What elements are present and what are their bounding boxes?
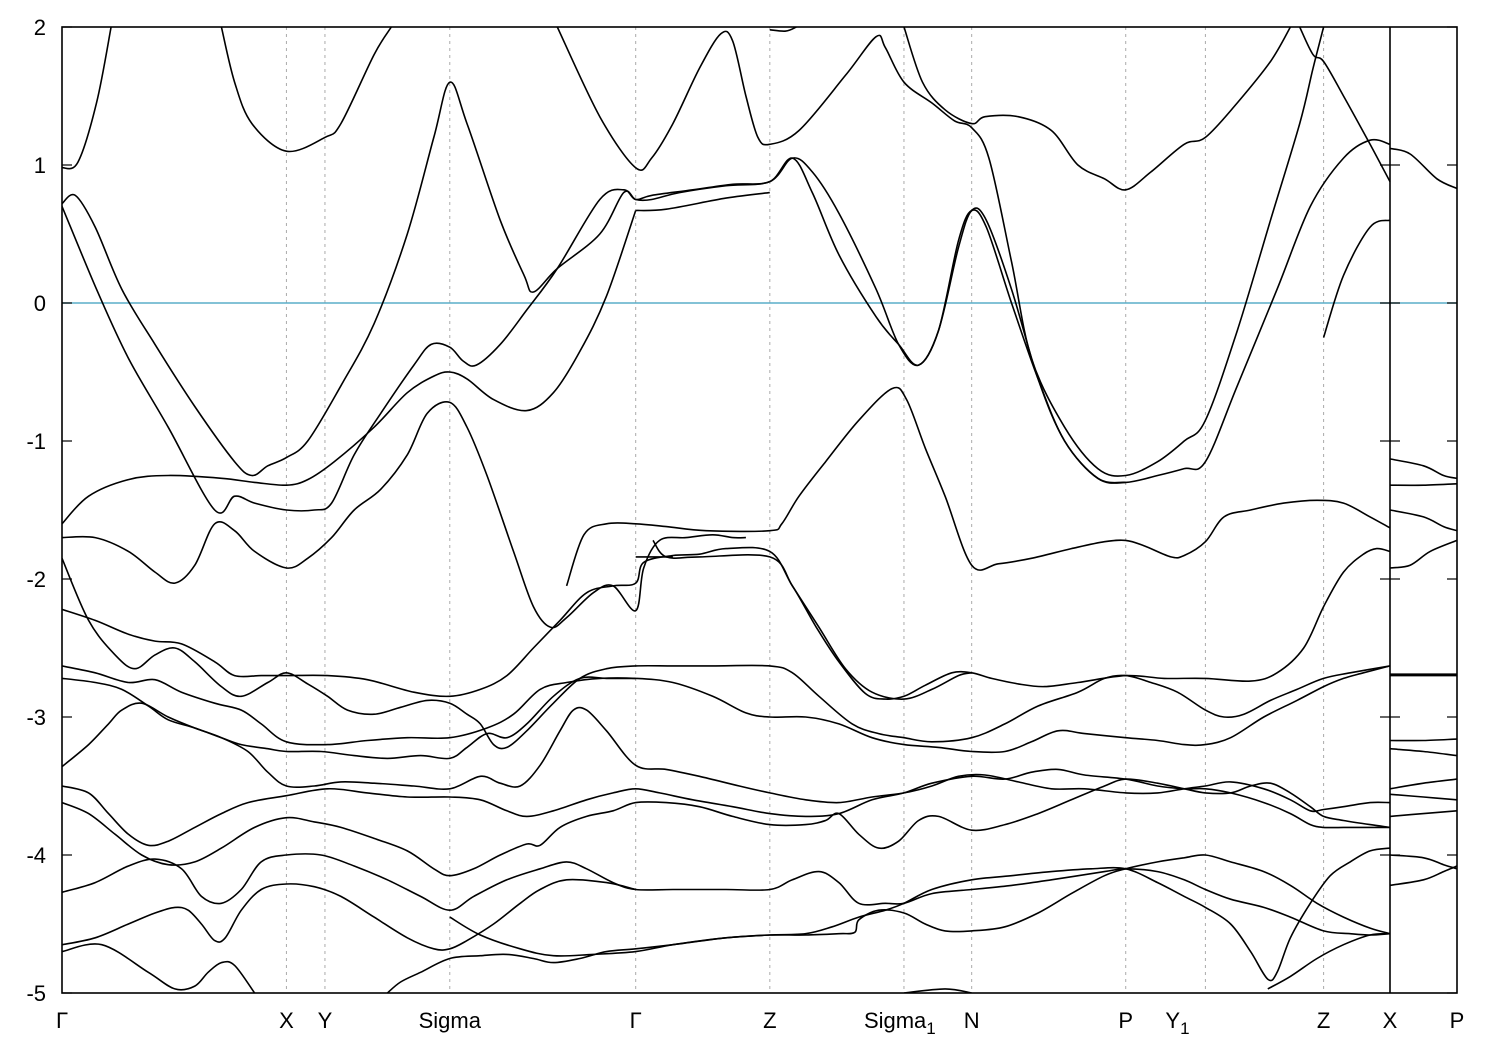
x-tick-label: P <box>1450 1008 1465 1033</box>
band-line <box>1389 147 1457 190</box>
band-line <box>62 853 1391 936</box>
band-line <box>62 401 746 629</box>
x-tick-label: Sigma <box>419 1008 482 1033</box>
band-line <box>62 768 1390 847</box>
band-line <box>1389 539 1457 569</box>
band-line <box>903 27 1292 191</box>
band-line <box>769 27 797 32</box>
band-line <box>62 878 636 951</box>
band-line <box>1389 793 1457 801</box>
band-line <box>556 27 1325 477</box>
y-tick-label: -1 <box>26 429 46 454</box>
y-tick-label: -4 <box>26 843 46 868</box>
band-line <box>62 27 112 170</box>
band-line <box>1389 854 1457 870</box>
x-tick-label: X <box>1383 1008 1398 1033</box>
y-tick-label: -3 <box>26 705 46 730</box>
band-line <box>1267 932 1391 990</box>
band-line <box>62 702 1391 813</box>
band-line <box>62 557 1391 750</box>
y-tick-label: 1 <box>34 153 46 178</box>
band-line <box>62 665 1391 754</box>
x-tick-label: N <box>964 1008 980 1033</box>
x-tick-label: Γ <box>56 1008 68 1033</box>
plot-frame <box>61 26 1458 994</box>
band-line <box>1389 778 1457 790</box>
kpoint-gridlines <box>285 27 1325 993</box>
band-line <box>565 386 1391 587</box>
band-line <box>62 210 637 525</box>
x-tick-label: P <box>1118 1008 1133 1033</box>
band-line <box>62 676 636 760</box>
x-tick-label: Z <box>763 1008 776 1033</box>
x-tick-label: Z <box>1317 1008 1330 1033</box>
band-line <box>1389 738 1457 742</box>
x-tick-label: X <box>279 1008 294 1033</box>
band-lines <box>62 27 1457 993</box>
band-line <box>62 157 1126 514</box>
band-line <box>1389 458 1457 480</box>
x-tick-label: Y1 <box>1165 1008 1189 1038</box>
band-line <box>903 988 972 993</box>
band-line <box>449 854 1391 957</box>
y-tick-label: 2 <box>34 15 46 40</box>
y-tick-label: -2 <box>26 567 46 592</box>
band-line <box>62 943 256 993</box>
band-line <box>1322 219 1391 338</box>
band-line <box>220 27 392 153</box>
band-line <box>62 778 1391 877</box>
axes: 210-1-2-3-4-5Γ X Y Sigma Γ Z Sigma1 N P Y1 Z X P <box>26 15 1464 1038</box>
band-line <box>1389 865 1457 887</box>
x-tick-label: Sigma1 <box>864 1008 936 1038</box>
band-line <box>386 847 1391 993</box>
x-tick-label: Γ <box>630 1008 642 1033</box>
band-line <box>635 191 770 212</box>
y-tick-label: 0 <box>34 291 46 316</box>
band-line <box>1298 27 1391 182</box>
band-line <box>1389 483 1457 487</box>
band-line <box>1389 509 1457 532</box>
band-line <box>62 546 972 700</box>
y-tick-label: -5 <box>26 981 46 1006</box>
band-line <box>652 539 1391 700</box>
band-line <box>1389 810 1457 818</box>
band-line <box>1389 747 1457 757</box>
x-tick-label: Y <box>318 1008 333 1033</box>
